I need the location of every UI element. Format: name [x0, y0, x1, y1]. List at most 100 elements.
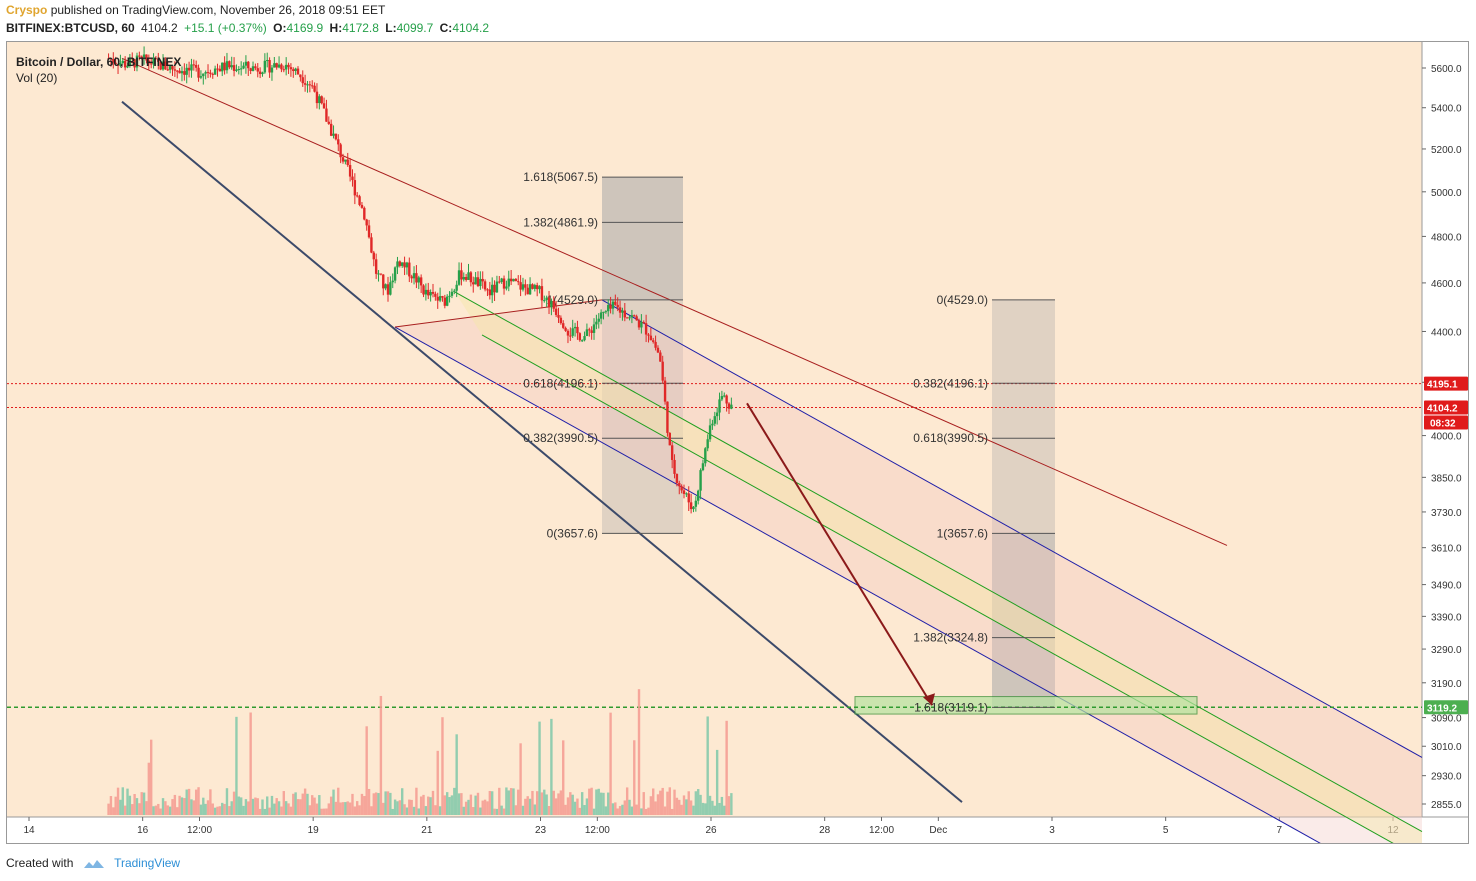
volume-bar — [431, 790, 435, 815]
x-tick-label: 14 — [23, 825, 35, 836]
candle-body — [656, 347, 660, 353]
candle-body — [512, 278, 515, 282]
candle-body — [706, 439, 709, 449]
volume-bar — [727, 796, 731, 815]
candle-body — [713, 416, 716, 424]
candle-body — [154, 58, 158, 60]
candle-body — [566, 330, 570, 336]
volume-bar — [429, 797, 432, 815]
y-tick-label: 3490.0 — [1431, 581, 1462, 592]
volume-bar — [661, 787, 664, 815]
volume-bar — [564, 804, 567, 815]
volume-bar — [730, 793, 733, 815]
price-chart[interactable]: 5600.0 5400.0 5200.0 5000.0 4800.0 4600.0 4400… — [7, 42, 1469, 844]
candle-body — [490, 284, 494, 296]
volume-bar — [559, 790, 563, 815]
volume-bar — [382, 802, 385, 815]
candle-body — [718, 399, 721, 413]
volume-bar — [424, 806, 428, 815]
candle-body — [377, 273, 380, 275]
candle-body — [114, 62, 117, 65]
volume-bar — [351, 793, 354, 815]
volume-bar — [258, 808, 262, 815]
candle-body — [469, 272, 473, 283]
candle-body — [128, 58, 132, 66]
candle-body — [609, 304, 612, 309]
volume-bar — [595, 789, 598, 815]
volume-bar — [180, 797, 184, 815]
volume-bar — [228, 806, 231, 815]
volume-bar — [237, 796, 241, 815]
volume-bar — [419, 796, 423, 815]
tradingview-brand-link[interactable]: TradingView — [114, 856, 181, 870]
volume-bar — [557, 793, 560, 815]
volume-bar — [616, 808, 619, 815]
volume-bar — [341, 802, 345, 815]
volume-bar — [483, 799, 487, 815]
y-tick-label: 5600.0 — [1431, 64, 1462, 75]
price-tag-bg — [1424, 700, 1468, 715]
volume-bar — [211, 803, 214, 815]
volume-bar — [704, 803, 707, 815]
candle-body — [173, 69, 177, 71]
candle-body — [320, 96, 323, 104]
volume-bar — [422, 794, 425, 815]
candle-body — [616, 304, 619, 308]
volume-bar — [526, 796, 529, 815]
candle-body — [424, 289, 428, 295]
author-name[interactable]: Cryspo — [6, 3, 48, 17]
volume-bar — [618, 806, 622, 815]
volume-bar — [221, 802, 224, 815]
volume-bar — [538, 721, 541, 815]
volume-bar — [398, 800, 402, 815]
candle-body — [682, 490, 686, 494]
volume-bar — [711, 800, 714, 815]
volume-bar — [604, 806, 608, 815]
candle-body — [730, 404, 733, 409]
candle-body — [166, 69, 169, 71]
fib-right-label: 1.618(3119.1) — [914, 700, 988, 714]
legend-volume[interactable]: Vol (20) — [16, 71, 58, 85]
candle-body — [149, 63, 153, 65]
legend-title[interactable]: Bitcoin / Dollar, 60, BITFINEX — [16, 55, 182, 69]
candle-body — [438, 296, 442, 301]
y-tick-label: 3190.0 — [1431, 679, 1462, 690]
volume-bar — [244, 799, 248, 815]
chart-panel[interactable]: 5600.0 5400.0 5200.0 5000.0 4800.0 4600.0 4400… — [6, 41, 1469, 844]
candle-body — [436, 296, 439, 301]
fib-left-label: 0(3657.6) — [547, 526, 598, 540]
candle-body — [590, 330, 593, 333]
candle-body — [249, 68, 252, 71]
candle-body — [398, 261, 402, 266]
candle-body — [517, 281, 520, 283]
volume-bar — [325, 808, 328, 815]
volume-bar — [126, 788, 129, 815]
volume-bar — [687, 791, 690, 815]
candle-body — [680, 486, 683, 491]
volume-bar — [588, 788, 591, 815]
y-tick-label: 4400.0 — [1431, 327, 1462, 338]
candle-body — [434, 293, 437, 297]
volume-bar — [443, 795, 447, 815]
volume-bar — [164, 801, 167, 815]
candle-body — [675, 473, 679, 484]
candle-body — [711, 423, 714, 426]
volume-bar — [462, 806, 465, 815]
candle-body — [142, 54, 146, 58]
candle-body — [258, 71, 262, 75]
volume-bar — [242, 805, 245, 815]
volume-bar — [296, 799, 300, 815]
volume-bar — [289, 806, 293, 815]
candle-body — [661, 361, 664, 381]
projection-arrow-head — [923, 693, 935, 706]
volume-bar — [479, 807, 482, 815]
candle-body — [360, 204, 364, 208]
candle-body — [261, 72, 264, 75]
candle-body — [502, 278, 506, 289]
volume-bar — [403, 804, 406, 815]
volume-bar — [656, 794, 660, 815]
volume-bar — [389, 792, 392, 815]
candle-body — [353, 180, 357, 196]
candle-body — [488, 289, 492, 296]
volume-bar — [552, 790, 555, 815]
